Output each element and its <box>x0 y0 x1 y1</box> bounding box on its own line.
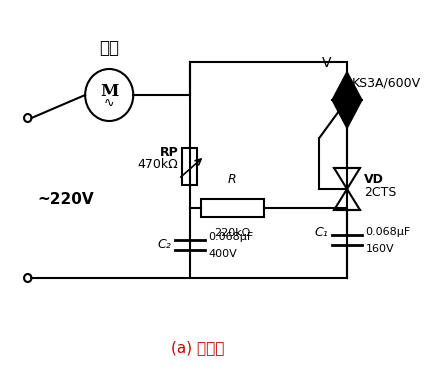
Text: KS3A/600V: KS3A/600V <box>352 77 421 90</box>
Text: 0.068μF: 0.068μF <box>366 227 411 237</box>
Text: M: M <box>100 82 119 100</box>
Text: R: R <box>228 173 237 186</box>
Polygon shape <box>334 168 360 189</box>
Polygon shape <box>334 189 360 210</box>
Text: 220kΩ: 220kΩ <box>214 228 250 238</box>
Bar <box>201 199 264 217</box>
Text: 470kΩ: 470kΩ <box>138 158 178 171</box>
Text: 2CTS: 2CTS <box>364 186 396 199</box>
Text: VD: VD <box>364 173 383 186</box>
Text: V: V <box>322 56 331 70</box>
Polygon shape <box>332 100 362 128</box>
Text: C₁: C₁ <box>315 226 329 239</box>
Polygon shape <box>332 72 362 100</box>
Text: RP: RP <box>160 146 178 159</box>
Text: 400V: 400V <box>208 249 237 259</box>
Bar <box>182 148 197 185</box>
Text: ~220V: ~220V <box>37 193 94 208</box>
Text: 0.068μF: 0.068μF <box>208 232 253 242</box>
Text: (a) 电路一: (a) 电路一 <box>171 340 225 355</box>
Text: C₂: C₂ <box>158 239 171 251</box>
Text: 160V: 160V <box>366 244 394 254</box>
Text: 电扇: 电扇 <box>99 39 119 57</box>
Text: ∿: ∿ <box>104 97 114 109</box>
